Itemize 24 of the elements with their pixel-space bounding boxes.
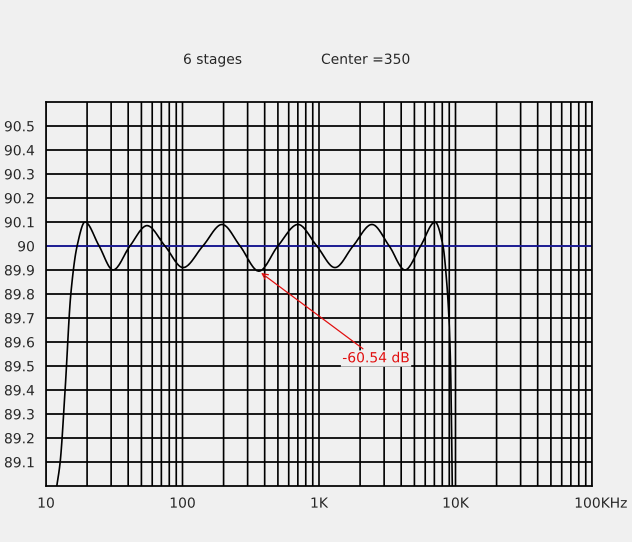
y-tick-label: 89.7	[4, 312, 34, 324]
x-tick-label: 100	[170, 497, 195, 508]
x-tick-label: 1K	[312, 498, 328, 508]
y-tick-label: 90.4	[4, 144, 34, 156]
x-tick-label: 10K	[444, 497, 470, 508]
x-tick-label: 100K	[576, 497, 610, 508]
x-axis-title: Hz	[611, 498, 627, 508]
y-tick-label: 90.1	[4, 216, 34, 228]
chart-subtitle: Center =350	[322, 54, 410, 64]
y-tick-label: 90.3	[4, 168, 34, 180]
y-tick-label: 89.1	[4, 456, 34, 468]
x-tick-label: 10	[38, 497, 54, 508]
y-tick-label: 89.4	[4, 384, 34, 396]
y-tick-label: 89.5	[4, 360, 34, 372]
y-tick-label: 89.8	[4, 288, 34, 300]
y-tick-label: 90.2	[4, 192, 34, 204]
y-tick-label: 89.3	[4, 408, 34, 420]
y-tick-label: 90.5	[4, 120, 34, 132]
y-tick-label: 90	[18, 240, 34, 252]
annotation: -60.54 dB	[342, 352, 409, 363]
y-tick-label: 89.2	[4, 432, 34, 444]
chart-title: 6 stages	[184, 54, 242, 67]
y-tick-label: 89.6	[4, 336, 34, 348]
y-tick-label: 89.9	[4, 264, 34, 276]
